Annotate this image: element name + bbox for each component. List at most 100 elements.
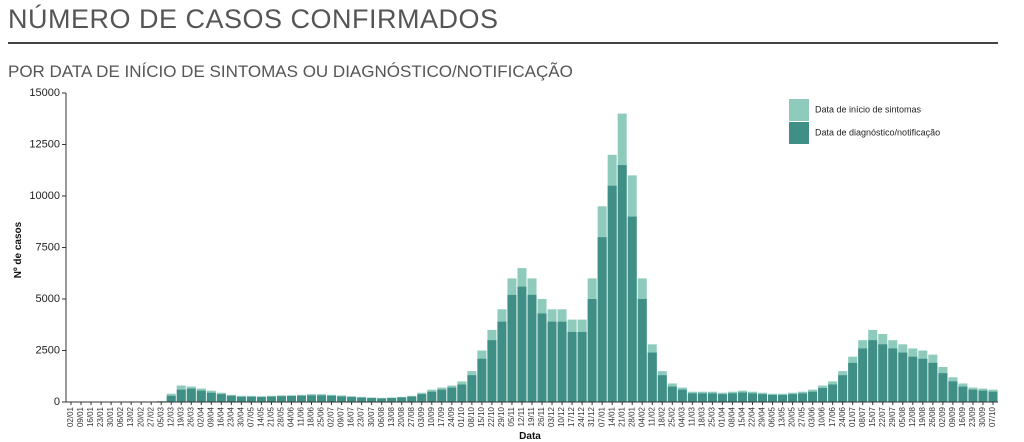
x-tick-label: 19/03	[176, 406, 185, 427]
x-tick-label: 16/01	[86, 406, 95, 427]
x-tick-label: 08/07	[858, 406, 867, 427]
x-tick-label: 15/04	[738, 406, 747, 427]
bar	[818, 387, 828, 402]
bar	[948, 381, 958, 402]
x-tick-label: 18/02	[657, 406, 666, 427]
bar	[778, 394, 788, 402]
x-tick-label: 01/04	[718, 406, 727, 427]
x-tick-label: 14/01	[607, 406, 616, 427]
x-tick-label: 23/07	[357, 406, 366, 427]
x-tick-label: 12/11	[517, 406, 526, 426]
x-tick-label: 30/04	[236, 406, 245, 427]
x-tick-label: 05/03	[156, 406, 165, 427]
bar	[477, 358, 487, 402]
x-tick-label: 05/08	[898, 406, 907, 427]
bar	[858, 348, 868, 402]
x-tick-label: 27/02	[146, 406, 155, 427]
legend-label: Data de início de sintomas	[815, 104, 922, 114]
x-tick-label: 15/07	[868, 406, 877, 427]
x-tick-label: 11/02	[647, 406, 656, 426]
page-title: NÚMERO DE CASOS CONFIRMADOS	[8, 4, 499, 34]
x-tick-label: 12/08	[908, 406, 917, 427]
y-axis-label: Nº de casos	[13, 221, 24, 278]
bar	[587, 299, 597, 402]
x-tick-label: 21/05	[267, 406, 276, 427]
x-tick-label: 20/02	[136, 406, 145, 427]
x-tick-label: 03/09	[417, 406, 426, 427]
x-tick-label: 19/08	[918, 406, 927, 427]
y-tick-label: 12500	[29, 138, 60, 150]
x-tick-label: 26/11	[537, 406, 546, 426]
x-tick-label: 26/03	[186, 406, 195, 427]
bar	[307, 395, 317, 402]
x-tick-label: 01/10	[457, 406, 466, 427]
bar	[798, 393, 808, 402]
bar	[637, 299, 647, 402]
bar	[808, 391, 818, 402]
x-tick-label: 23/09	[968, 406, 977, 427]
bar	[537, 313, 547, 402]
x-tick-label: 07/05	[247, 406, 256, 427]
bar	[988, 391, 998, 402]
bar	[707, 393, 717, 402]
bar	[317, 395, 327, 402]
title-rule	[8, 42, 998, 44]
y-tick-label: 2500	[36, 344, 60, 356]
bar	[557, 321, 567, 402]
bar	[196, 390, 206, 402]
x-tick-label: 02/07	[327, 406, 336, 427]
bar	[657, 375, 667, 402]
bar	[206, 392, 216, 402]
bar	[216, 394, 226, 402]
bar	[958, 386, 968, 402]
x-tick-label: 10/06	[818, 406, 827, 427]
bar	[757, 394, 768, 402]
x-tick-label: 14/05	[257, 406, 266, 427]
legend-label: Data de diagnóstico/notificação	[815, 127, 940, 137]
bar	[938, 373, 948, 402]
bar	[226, 395, 236, 402]
bar	[337, 396, 347, 402]
bar	[246, 396, 256, 402]
x-tick-label: 30/07	[367, 406, 376, 427]
bar	[828, 384, 838, 402]
bar	[737, 392, 747, 402]
bar	[567, 331, 577, 402]
bar	[527, 294, 537, 402]
bar	[908, 356, 918, 402]
x-tick-label: 31/12	[587, 406, 596, 427]
x-tick-label: 26/08	[928, 406, 937, 427]
x-tick-label: 27/05	[798, 406, 807, 427]
x-tick-label: 30/09	[978, 406, 987, 427]
x-tick-label: 04/03	[677, 406, 686, 427]
bar	[276, 396, 286, 402]
bar	[968, 389, 978, 402]
bar	[667, 386, 677, 402]
x-tick-label: 08/04	[728, 406, 737, 427]
bar	[266, 396, 276, 402]
bar	[888, 348, 898, 402]
bar	[918, 358, 928, 402]
x-tick-label: 20/05	[788, 406, 797, 427]
x-tick-label: 07/01	[597, 406, 606, 427]
page-subtitle: POR DATA DE INÍCIO DE SINTOMAS OU DIAGNÓ…	[8, 62, 573, 81]
bar	[467, 375, 477, 402]
x-tick-label: 24/06	[838, 406, 847, 427]
x-tick-label: 13/08	[387, 406, 396, 427]
x-tick-label: 27/08	[407, 406, 416, 427]
x-tick-label: 11/06	[297, 406, 306, 426]
x-tick-label: 10/09	[427, 406, 436, 427]
x-tick-label: 24/09	[447, 406, 456, 427]
x-tick-label: 12/03	[166, 406, 175, 427]
x-tick-label: 13/05	[778, 406, 787, 427]
bar	[677, 389, 687, 402]
x-tick-label: 28/05	[277, 406, 286, 427]
x-tick-label: 02/04	[196, 406, 205, 427]
bar	[176, 389, 186, 402]
bar	[427, 391, 437, 402]
bar	[166, 395, 176, 402]
x-tick-label: 23/01	[96, 406, 105, 427]
x-tick-label: 24/12	[577, 406, 586, 427]
